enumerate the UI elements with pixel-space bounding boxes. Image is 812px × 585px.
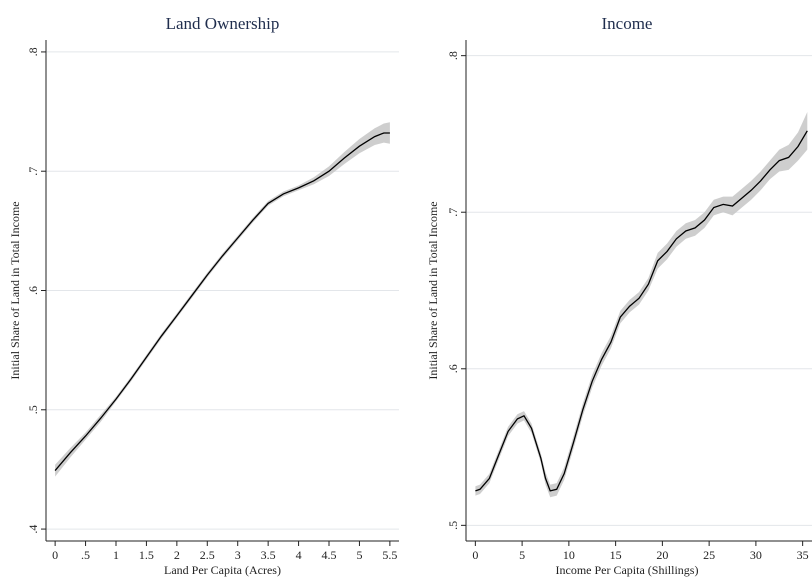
y-tick-label: .5 [26,405,40,414]
chart-title: Land Ownership [166,14,280,33]
x-tick-label: 20 [656,548,668,562]
x-axis-label: Income Per Capita (Shillings) [556,563,699,577]
confidence-band [55,122,390,477]
x-tick-label: 1 [113,548,119,562]
x-tick-label: 5 [519,548,525,562]
y-tick-label: .8 [446,51,460,60]
x-tick-label: 0 [472,548,478,562]
x-tick-label: 5.5 [382,548,397,562]
x-tick-label: 4.5 [322,548,337,562]
x-tick-label: 2.5 [200,548,215,562]
y-tick-label: .7 [26,167,40,176]
panel-1: .4 .5 .6 .7 .8 0 .5 1 1.5 2 2.5 3 3.5 4 4.5 5 5.5 Land Ow… [8,14,399,577]
y-tick-label: .8 [26,47,40,56]
x-tick-label: 4 [296,548,302,562]
x-tick-label: 0 [52,548,58,562]
y-tick-label: .4 [26,525,40,534]
x-tick-label: 5 [356,548,362,562]
y-tick-label: .6 [26,286,40,295]
x-tick-label: .5 [81,548,90,562]
confidence-band [475,112,808,498]
y-axis-label: Initial Share of Land in Total Income [8,201,22,379]
x-tick-label: 3 [235,548,241,562]
y-tick-label: .5 [446,521,460,530]
x-tick-label: 10 [563,548,575,562]
chart-title: Income [602,14,653,33]
x-tick-label: 15 [610,548,622,562]
y-tick-label: .6 [446,364,460,373]
fitted-line [54,132,390,472]
x-tick-label: 2 [174,548,180,562]
panel-2: .5 .6 .7 .8 0 5 10 15 20 25 30 35 Income Income Per C… [426,14,812,577]
x-tick-label: 30 [750,548,762,562]
x-tick-label: 35 [797,548,809,562]
x-tick-label: 1.5 [139,548,154,562]
x-tick-label: 3.5 [261,548,276,562]
x-tick-label: 25 [703,548,715,562]
y-tick-label: .7 [446,208,460,217]
y-axis-label: Initial Share of Land in Total Income [426,201,440,379]
x-axis-label: Land Per Capita (Acres) [164,563,281,577]
fitted-line [475,130,808,492]
